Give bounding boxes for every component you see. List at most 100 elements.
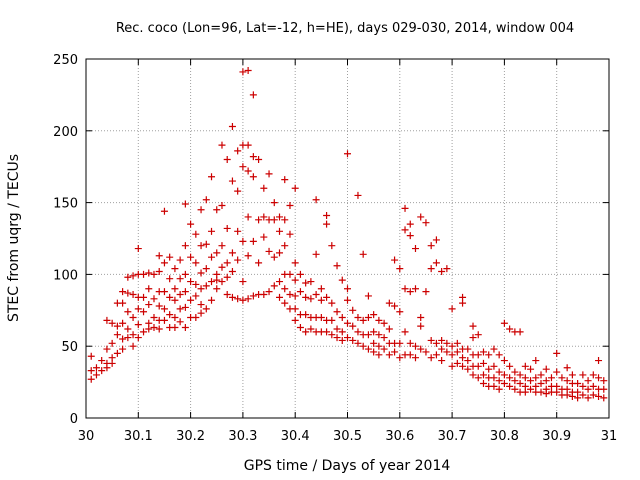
data-point	[155, 268, 163, 276]
data-point	[364, 331, 372, 339]
data-point	[108, 319, 116, 327]
data-point	[432, 339, 440, 347]
data-point	[411, 245, 419, 253]
data-point	[500, 357, 508, 365]
data-point	[553, 388, 561, 396]
data-point	[542, 377, 550, 385]
data-point	[600, 377, 608, 385]
data-point	[563, 364, 571, 372]
data-point	[145, 269, 153, 277]
data-point	[160, 316, 168, 324]
y-tick-label: 200	[53, 125, 78, 140]
data-point	[92, 371, 100, 379]
data-point	[307, 295, 315, 303]
data-point	[176, 318, 184, 326]
data-point	[145, 325, 153, 333]
data-point	[171, 265, 179, 273]
data-point	[417, 322, 425, 330]
data-point	[134, 305, 142, 313]
data-point	[223, 291, 231, 299]
data-point	[584, 385, 592, 393]
data-point	[307, 325, 315, 333]
data-point	[213, 206, 221, 214]
y-tick-label: 0	[70, 412, 78, 427]
x-axis-label: GPS time / Days of year 2014	[244, 458, 451, 474]
data-point	[584, 377, 592, 385]
data-point	[223, 259, 231, 267]
plot-frame	[85, 58, 610, 419]
data-point	[401, 328, 409, 336]
data-point	[281, 285, 289, 293]
data-point	[140, 308, 148, 316]
data-point	[98, 357, 106, 365]
data-point	[542, 390, 550, 398]
data-point	[359, 250, 367, 258]
data-point	[323, 293, 331, 301]
data-point	[490, 362, 498, 370]
data-point	[411, 354, 419, 362]
data-point	[443, 339, 451, 347]
data-point	[103, 364, 111, 372]
data-point	[187, 220, 195, 228]
data-point	[537, 371, 545, 379]
data-point	[171, 285, 179, 293]
data-point	[338, 313, 346, 321]
data-point	[197, 285, 205, 293]
data-point	[192, 280, 200, 288]
data-point	[459, 362, 467, 370]
data-point	[92, 364, 100, 372]
data-point	[474, 331, 482, 339]
y-tick-label: 100	[53, 268, 78, 283]
data-point	[208, 296, 216, 304]
data-point	[129, 291, 137, 299]
data-point	[328, 316, 336, 324]
data-point	[495, 351, 503, 359]
data-point	[134, 245, 142, 253]
data-point	[119, 345, 127, 353]
data-point	[464, 365, 472, 373]
data-point	[145, 301, 153, 309]
data-point	[187, 253, 195, 261]
data-point	[244, 167, 252, 175]
data-point	[260, 291, 268, 299]
data-point	[516, 328, 524, 336]
data-point	[302, 293, 310, 301]
data-point	[176, 275, 184, 283]
data-point	[155, 252, 163, 260]
data-point	[213, 276, 221, 284]
data-point	[411, 285, 419, 293]
data-point	[500, 371, 508, 379]
data-point	[354, 313, 362, 321]
data-point	[595, 374, 603, 382]
data-point	[286, 291, 294, 299]
data-point	[500, 380, 508, 388]
data-point	[281, 299, 289, 307]
x-tick-labels: 30 30.1 30.2 30.3 30.4 30.5 30.6 30.7 30.8 30.9 31	[78, 429, 618, 444]
data-point	[485, 351, 493, 359]
data-point	[506, 374, 514, 382]
data-point	[380, 334, 388, 342]
data-point	[244, 66, 252, 74]
data-point	[192, 259, 200, 267]
data-point	[464, 357, 472, 365]
data-point	[276, 293, 284, 301]
data-point	[406, 288, 414, 296]
data-point	[202, 282, 210, 290]
data-point	[155, 325, 163, 333]
data-point	[600, 385, 608, 393]
data-point	[249, 173, 257, 181]
data-point	[568, 371, 576, 379]
data-point	[197, 242, 205, 250]
data-point	[249, 237, 257, 245]
data-point	[197, 269, 205, 277]
data-point	[270, 216, 278, 224]
data-point	[228, 122, 236, 130]
data-point	[276, 227, 284, 235]
data-point	[589, 371, 597, 379]
x-tick-label: 30.3	[228, 429, 257, 444]
data-point	[401, 204, 409, 212]
data-point	[129, 342, 137, 350]
data-point	[291, 292, 299, 300]
data-point	[255, 216, 263, 224]
data-point	[427, 354, 435, 362]
